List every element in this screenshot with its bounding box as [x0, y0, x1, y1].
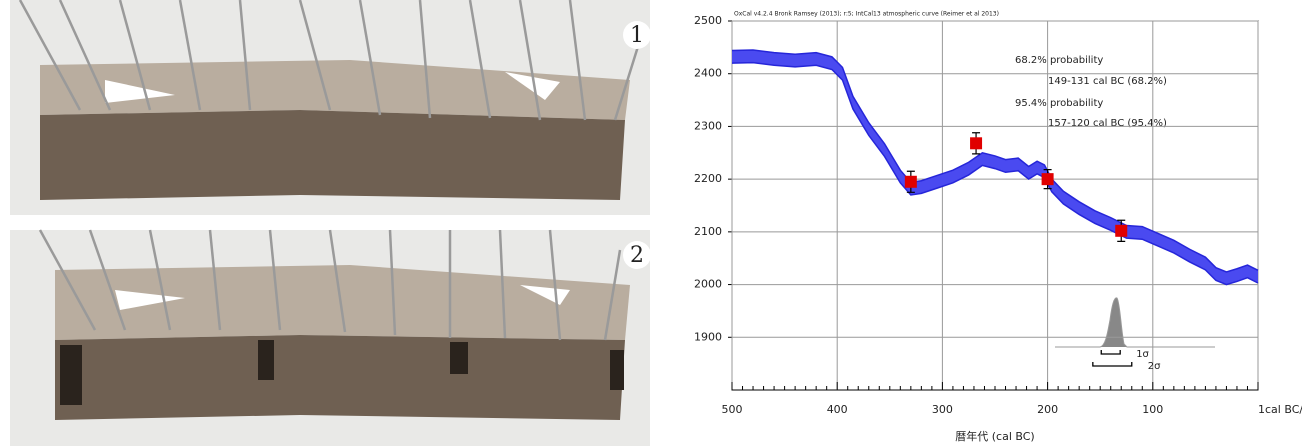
- x-tick-label: 1cal BC/1cal AD: [1258, 403, 1302, 416]
- y-tick-label: 2200: [694, 172, 722, 185]
- sticks: [38, 229, 622, 341]
- notch: [60, 345, 82, 405]
- wood-front: [40, 110, 625, 200]
- y-tick-label: 2000: [694, 278, 722, 291]
- chart-header: OxCal v4.2.4 Bronk Ramsey (2013); r:5; I…: [734, 11, 999, 18]
- annotation: 68.2% probability: [1015, 55, 1103, 66]
- notch: [450, 342, 468, 374]
- notch: [610, 350, 624, 390]
- band-edge: [731, 61, 1259, 286]
- x-axis-label: 暦年代 (cal BC): [955, 429, 1034, 443]
- sticks: [18, 0, 642, 121]
- label-tag: [105, 80, 175, 103]
- wood-top: [55, 265, 630, 340]
- annotation: 157-120 cal BC (95.4%): [1048, 118, 1167, 129]
- band-edge: [731, 49, 1259, 273]
- y-tick-label: 2500: [694, 14, 722, 27]
- data-point: [1115, 224, 1128, 237]
- label-tag: [505, 72, 560, 100]
- x-tick-label: 100: [1142, 403, 1163, 416]
- data-point: [970, 137, 983, 150]
- y-tick-label: 2300: [694, 119, 722, 132]
- range-bracket: [1092, 362, 1133, 367]
- photo-2: 2: [10, 229, 651, 446]
- plot-frame: [731, 20, 1259, 391]
- range-bracket: [1100, 350, 1121, 355]
- x-tick-label: 400: [827, 403, 848, 416]
- data-point: [1041, 173, 1054, 186]
- annotation: 95.4% probability: [1015, 98, 1103, 109]
- x-tick-label: 500: [722, 403, 743, 416]
- x-tick-label: 300: [932, 403, 953, 416]
- range-label: 1σ: [1136, 349, 1149, 360]
- photo-number: 1: [630, 23, 644, 48]
- y-tick-label: 2100: [694, 225, 722, 238]
- label-tag: [115, 290, 185, 310]
- photo-number-badge: [623, 241, 651, 269]
- y-tick-label: 2400: [694, 67, 722, 80]
- wood-front: [55, 335, 625, 420]
- probability-distribution: [1055, 297, 1215, 348]
- chart: OxCal v4.2.4 Bronk Ramsey (2013); r:5; I…: [694, 11, 1302, 444]
- photo-number: 2: [630, 243, 644, 268]
- photo-number-badge: [623, 21, 651, 49]
- photo-1: 1: [10, 0, 651, 215]
- annotation: 149-131 cal BC (68.2%): [1048, 76, 1167, 87]
- data-point: [904, 175, 917, 188]
- notch: [258, 340, 274, 380]
- range-label: 2σ: [1148, 361, 1161, 372]
- x-tick-label: 200: [1037, 403, 1058, 416]
- y-tick-label: 1900: [694, 330, 722, 343]
